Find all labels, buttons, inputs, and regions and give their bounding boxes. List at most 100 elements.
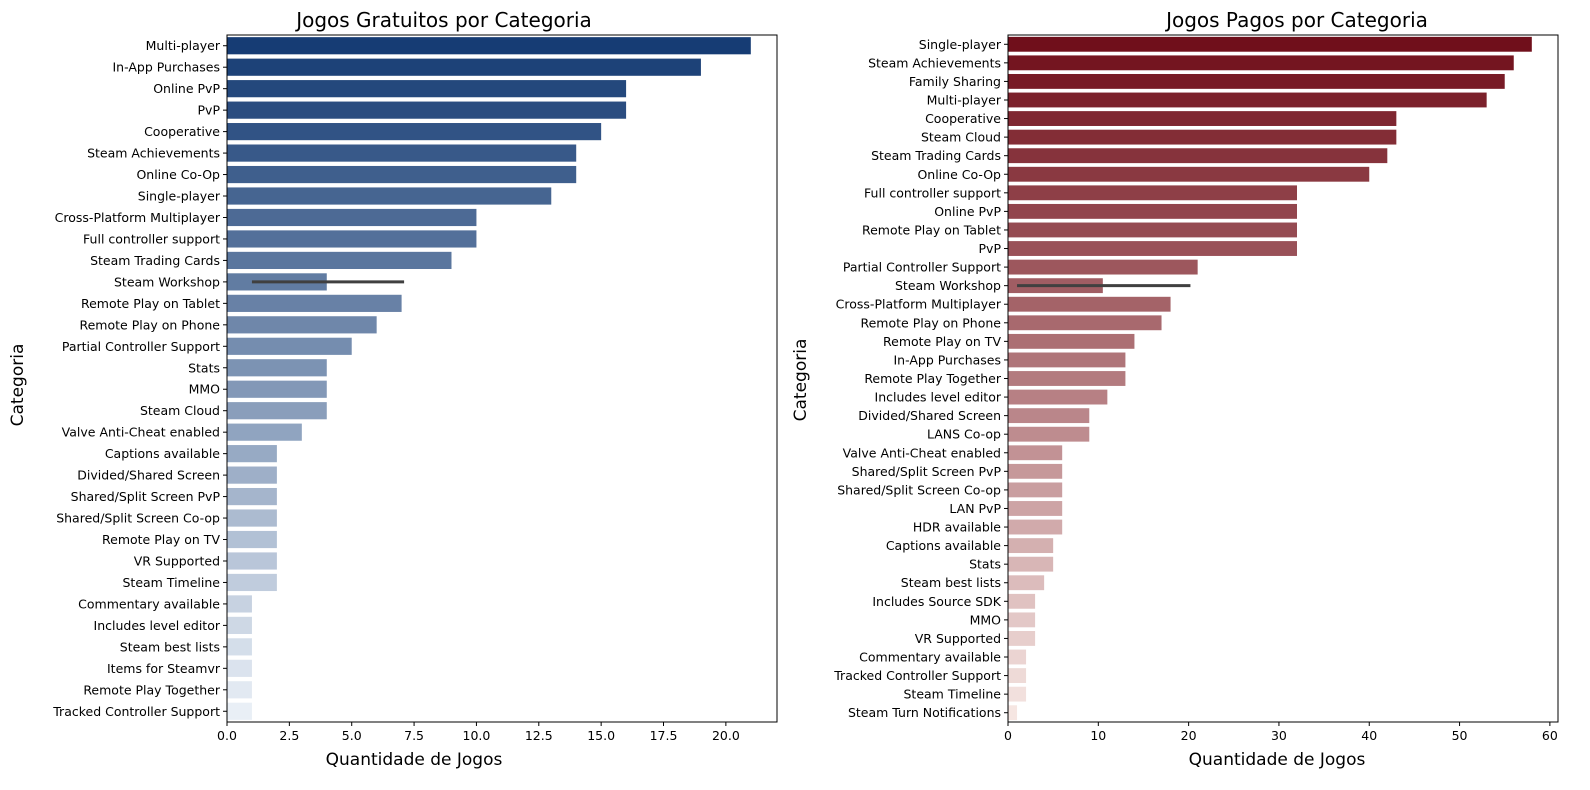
- bar: [227, 530, 277, 549]
- bar: [227, 380, 327, 398]
- bar: [1008, 111, 1397, 126]
- bar: [1008, 556, 1054, 572]
- chart-title: Jogos Pagos por Categoria: [1164, 8, 1428, 32]
- y-tick-label: Steam Trading Cards: [90, 253, 220, 268]
- y-tick-label: Includes level editor: [94, 618, 221, 633]
- y-tick-label: Steam Workshop: [895, 278, 1001, 293]
- y-axis-label: Categoria: [791, 339, 811, 422]
- y-tick-label: Remote Play on Phone: [860, 315, 1001, 330]
- bar: [1008, 203, 1297, 219]
- y-tick-label: In-App Purchases: [112, 60, 220, 75]
- bar: [227, 573, 277, 592]
- bar: [227, 466, 277, 484]
- bar: [227, 702, 252, 720]
- bar: [1008, 371, 1126, 386]
- y-tick-label: Captions available: [105, 446, 220, 461]
- x-ticks: 0.0 2.5 5.0 7.5 10.0 12.5 15.0 17.5 20.0: [217, 722, 740, 743]
- y-tick-label: Multi-player: [927, 92, 1002, 107]
- chart-paid-games: Jogos Pagos por Categoria Single-playerS…: [791, 8, 1559, 770]
- bar: [1008, 352, 1126, 368]
- y-tick-label: Steam Workshop: [114, 274, 220, 289]
- x-axis-label: Quantidade de Jogos: [1189, 750, 1366, 770]
- x-ticks: 0 10 20 30 40 50 60: [1004, 722, 1558, 743]
- bar: [1008, 631, 1036, 646]
- chart-free-games: Jogos Gratuitos por Categoria Multi-play…: [8, 8, 778, 770]
- x-tick-label: 20: [1181, 728, 1197, 743]
- y-tick-label: Steam Achievements: [868, 55, 1001, 70]
- y-tick-label: Includes level editor: [875, 390, 1002, 405]
- y-tick-label: Steam Cloud: [921, 130, 1001, 145]
- bar: [227, 208, 477, 227]
- bar: [1008, 296, 1171, 312]
- bar: [1008, 222, 1297, 238]
- y-tick-label: Cross-Platform Multiplayer: [836, 297, 1002, 312]
- y-tick-label: Shared/Split Screen Co-op: [837, 482, 1001, 497]
- bar: [227, 251, 452, 270]
- y-tick-label: Single-player: [138, 189, 221, 204]
- bar: [1008, 315, 1162, 331]
- bar: [1008, 259, 1198, 275]
- x-tick-label: 20.0: [712, 728, 740, 743]
- bar: [227, 294, 402, 312]
- axes-frame: [1007, 34, 1559, 723]
- bar: [1008, 241, 1297, 256]
- y-tick-label: LANS Co-op: [927, 427, 1001, 442]
- y-tick-label: Divided/Shared Screen: [77, 468, 220, 483]
- bar: [227, 187, 552, 205]
- y-tick-label: Single-player: [919, 37, 1002, 52]
- y-tick-label: Valve Anti-Cheat enabled: [843, 445, 1001, 460]
- y-tick-label: Steam Cloud: [140, 403, 220, 418]
- y-tick-label: Remote Play on Tablet: [862, 222, 1001, 237]
- y-tick-label: PvP: [979, 241, 1002, 256]
- bar: [1008, 129, 1397, 145]
- bar: [227, 58, 701, 76]
- bar: [1008, 705, 1018, 721]
- y-tick-label: Full controller support: [864, 185, 1001, 200]
- y-tick-label: Multi-player: [146, 38, 221, 53]
- bar: [227, 359, 327, 377]
- y-tick-label: Steam best lists: [901, 575, 1001, 590]
- x-tick-label: 17.5: [650, 728, 678, 743]
- bar: [227, 487, 277, 506]
- axes-frame: [226, 34, 778, 723]
- x-tick-label: 0: [1004, 728, 1012, 743]
- y-axis-label: Categoria: [8, 344, 28, 427]
- bar: [1008, 482, 1063, 498]
- bar: [227, 123, 602, 141]
- y-tick-label: Remote Play on Phone: [79, 317, 220, 332]
- y-tick-label: Remote Play on TV: [102, 532, 220, 547]
- bar: [1008, 148, 1388, 164]
- y-tick-label: Online Co-Op: [136, 167, 220, 182]
- bar: [227, 681, 252, 699]
- bar: [227, 423, 302, 441]
- y-tick-label: VR Supported: [915, 631, 1001, 646]
- bar: [227, 144, 577, 162]
- bar: [1008, 55, 1514, 71]
- y-tick-label: Online PvP: [934, 204, 1001, 219]
- bar: [1008, 538, 1054, 554]
- bar: [1008, 166, 1370, 182]
- y-tick-label: Steam Timeline: [123, 575, 221, 590]
- x-tick-label: 40: [1361, 728, 1377, 743]
- y-tick-label: Family Sharing: [909, 74, 1001, 89]
- y-tick-labels: Single-player Steam Achievements Family Sh…: [833, 37, 1008, 720]
- bar: [227, 552, 277, 570]
- y-tick-label: Stats: [969, 557, 1001, 572]
- y-tick-label: In-App Purchases: [893, 352, 1001, 367]
- x-axis-label: Quantidade de Jogos: [326, 750, 503, 770]
- y-tick-label: Remote Play Together: [83, 682, 221, 697]
- x-tick-label: 10.0: [463, 728, 491, 743]
- y-tick-label: Steam Achievements: [87, 146, 220, 161]
- y-tick-label: Captions available: [886, 538, 1001, 553]
- bar: [227, 595, 252, 613]
- bar: [227, 165, 577, 184]
- y-tick-label: Shared/Split Screen Co-op: [56, 511, 220, 526]
- bars: [227, 37, 751, 720]
- bar: [1008, 668, 1027, 684]
- x-tick-label: 50: [1452, 728, 1468, 743]
- y-tick-label: Online PvP: [153, 81, 220, 96]
- y-tick-label: Partial Controller Support: [843, 260, 1001, 275]
- y-tick-labels: Multi-player In-App Purchases Online PvP Pv…: [52, 38, 227, 719]
- bar: [1008, 389, 1108, 405]
- y-tick-label: Steam Trading Cards: [871, 148, 1001, 163]
